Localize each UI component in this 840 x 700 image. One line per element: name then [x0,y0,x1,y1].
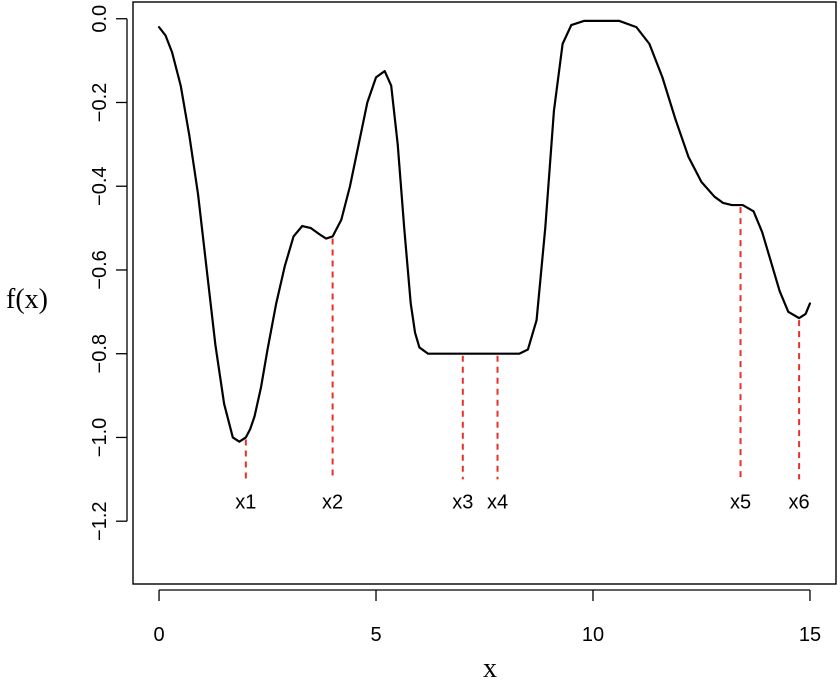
y-axis-title: f(x) [6,284,48,315]
x-tick-label: 15 [799,624,821,646]
annotation-label: x2 [322,491,343,513]
x-tick-label: 0 [153,624,164,646]
y-tick-label: −1.0 [89,418,111,457]
annotation-label: x3 [452,491,473,513]
annotation-label: x6 [789,491,810,513]
series-layer [157,19,812,443]
annotation-label: x5 [730,491,751,513]
y-tick-label: 0.0 [89,5,111,33]
x-axis-title: x [483,653,497,684]
x-axis: 0 5 10 15 [153,589,821,646]
y-tick-label: −1.2 [89,501,111,540]
annotation-label: x4 [487,491,508,513]
annotation-layer: x1 x2 x3 x4 x5 x6 [235,207,810,513]
y-tick-label: −0.4 [89,166,111,205]
plot-area-frame [132,1,837,585]
y-axis: 0.0 −0.2 −0.4 −0.6 −0.8 −1.0 −1.2 [89,5,128,541]
x-tick-label: 10 [582,624,604,646]
annotation-label: x1 [235,491,256,513]
series-line [157,19,812,443]
y-tick-label: −0.6 [89,250,111,289]
y-tick-label: −0.8 [89,334,111,373]
y-tick-label: −0.2 [89,83,111,122]
x-tick-label: 5 [370,624,381,646]
